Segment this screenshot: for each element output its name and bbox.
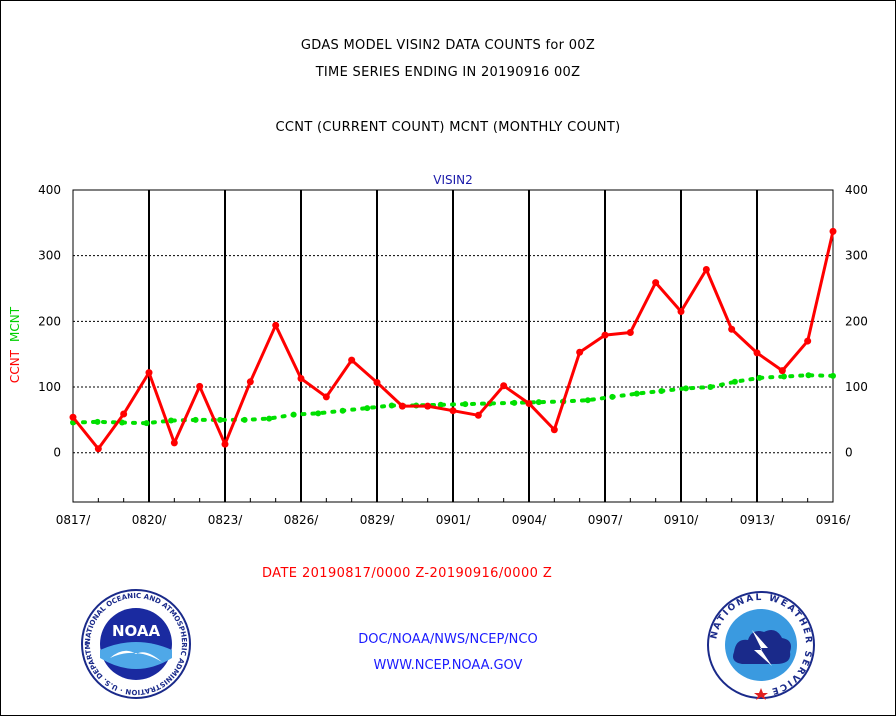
mcnt-series-line (71, 373, 835, 426)
ccnt-point (424, 402, 432, 410)
ccnt-point (474, 411, 482, 419)
ccnt-point (322, 393, 330, 401)
ccnt-point (69, 413, 77, 421)
ncep-website-link[interactable]: WWW.NCEP.NOAA.GOV (373, 658, 523, 673)
chart-title: VISIN2 (433, 173, 473, 187)
ccnt-point (449, 407, 457, 415)
mcnt-point (192, 416, 199, 423)
date-range-label: DATE 20190817/0000 Z-20190916/0000 Z (262, 566, 553, 581)
x-tick-label: 0907/ (588, 513, 624, 527)
noaa-logo[interactable]: NATIONAL OCEANIC AND ATMOSPHERIC ADMINIS… (80, 588, 192, 700)
x-tick-label: 0820/ (132, 513, 168, 527)
ccnt-point (196, 382, 204, 390)
noaa-logo-text: NOAA (112, 622, 161, 640)
ccnt-point (652, 279, 660, 287)
x-tick-label: 0817/ (56, 513, 92, 527)
mcnt-point (339, 407, 346, 414)
x-tick-label: 0904/ (512, 513, 548, 527)
y-tick-label-right: 0 (845, 446, 853, 460)
mcnt-point (94, 418, 101, 425)
mcnt-point (290, 411, 297, 418)
y-tick-label-left: 0 (53, 446, 61, 460)
nws-logo[interactable]: NATIONAL WEATHER SERVICE (706, 590, 816, 700)
mcnt-point (217, 416, 224, 423)
chart-title-line-1: GDAS MODEL VISIN2 DATA COUNTS for 00Z (300, 38, 596, 53)
ccnt-point (550, 426, 558, 434)
y-tick-label-right: 400 (845, 183, 868, 197)
ccnt-point (120, 410, 128, 418)
mcnt-point (609, 393, 616, 400)
x-tick-label: 0913/ (740, 513, 776, 527)
ccnt-point (170, 439, 178, 447)
y-axis-label: CCNT MCNT (8, 306, 22, 383)
chart-legend-line: CCNT (CURRENT COUNT) MCNT (MONTHLY COUNT… (275, 120, 621, 135)
y-tick-label-right: 200 (845, 314, 868, 328)
mcnt-point (780, 373, 787, 380)
doc-noaa-link[interactable]: DOC/NOAA/NWS/NCEP/NCO (358, 632, 538, 647)
ccnt-point (576, 348, 584, 356)
mcnt-point (830, 372, 836, 379)
ccnt-point (702, 265, 710, 273)
x-tick-label: 0916/ (816, 513, 852, 527)
mcnt-point (119, 419, 126, 426)
ccnt-point (728, 325, 736, 333)
y-tick-label-left: 100 (38, 380, 61, 394)
ccnt-point (804, 337, 812, 345)
ccnt-point (753, 349, 761, 357)
ccnt-point (626, 329, 634, 337)
ccnt-point (373, 378, 381, 386)
mcnt-point (168, 417, 175, 424)
ccnt-point (525, 399, 533, 407)
ccnt-point (272, 321, 280, 329)
mcnt-point (805, 372, 812, 379)
y-axis-label-mcnt: MCNT (8, 306, 22, 342)
ccnt-point (398, 402, 406, 410)
ccnt-point (297, 375, 305, 383)
mcnt-point (756, 374, 763, 381)
x-tick-label: 0901/ (436, 513, 472, 527)
ccnt-point (348, 356, 356, 364)
ccnt-point (221, 440, 229, 448)
chart-title-line-2: TIME SERIES ENDING IN 20190916 00Z (315, 65, 581, 80)
mcnt-point (315, 410, 322, 417)
mcnt-point (241, 416, 248, 423)
mcnt-point (437, 401, 444, 408)
mcnt-point (633, 390, 640, 397)
ccnt-point (778, 367, 786, 375)
ccnt-point (829, 227, 837, 235)
y-axis-label-ccnt: CCNT (8, 349, 22, 383)
mcnt-point (266, 415, 273, 422)
time-series-chart: 0817/0820/0823/0826/0829/0901/0904/0907/… (8, 173, 868, 527)
x-tick-label: 0910/ (664, 513, 700, 527)
y-tick-label-left: 300 (38, 249, 61, 263)
mcnt-point (388, 402, 395, 409)
mcnt-point (511, 399, 518, 406)
mcnt-point (731, 378, 738, 385)
x-tick-label: 0826/ (284, 513, 320, 527)
mcnt-point (462, 401, 469, 408)
mcnt-point (535, 399, 542, 406)
ccnt-point (145, 369, 153, 377)
x-tick-label: 0823/ (208, 513, 244, 527)
y-tick-label-right: 100 (845, 380, 868, 394)
mcnt-point (143, 420, 150, 427)
ccnt-point (246, 378, 254, 386)
ccnt-point (500, 382, 508, 390)
y-tick-label-left: 200 (38, 314, 61, 328)
mcnt-point (584, 397, 591, 404)
y-tick-label-left: 400 (38, 183, 61, 197)
ccnt-point (94, 445, 102, 453)
mcnt-point (364, 405, 371, 412)
y-tick-label-right: 300 (845, 249, 868, 263)
x-tick-label: 0829/ (360, 513, 396, 527)
mcnt-point (658, 387, 665, 394)
mcnt-point (682, 385, 689, 392)
ccnt-point (601, 331, 609, 339)
mcnt-point (707, 384, 714, 391)
ccnt-point (677, 308, 685, 316)
